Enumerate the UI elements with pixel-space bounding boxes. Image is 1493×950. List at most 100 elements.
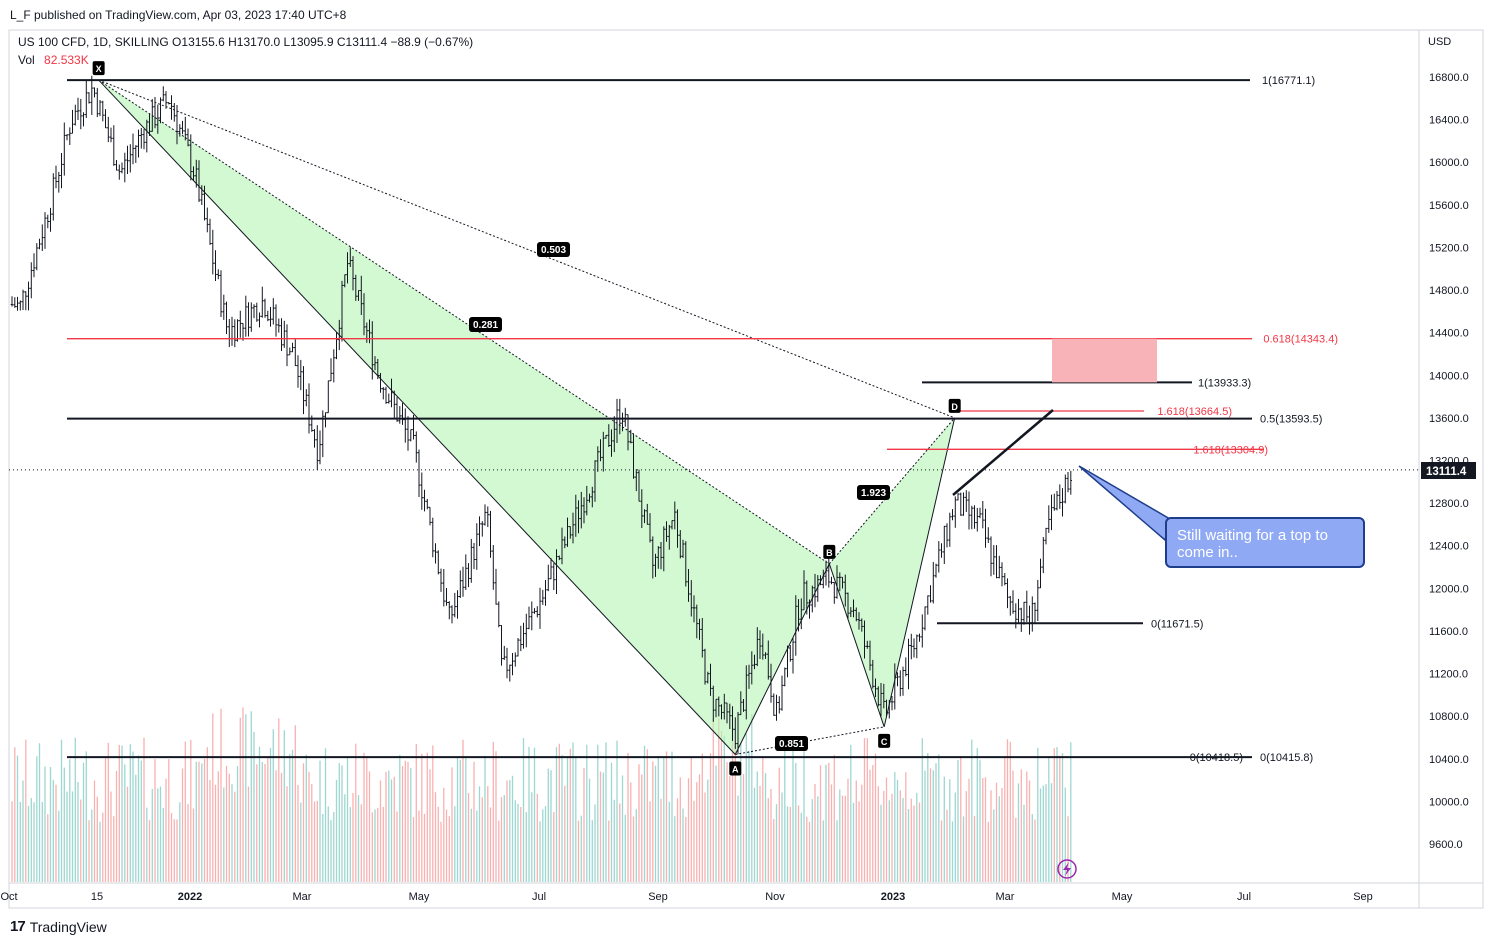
price-bar [830,576,833,585]
price-bar [46,214,49,229]
price-bar [357,290,360,301]
price-bar [483,504,487,526]
price-bar [703,648,707,685]
price-bar [392,390,396,418]
price-bar [365,322,369,343]
ratio-label: 0.503 [537,242,570,257]
time-axis[interactable]: Oct 15 2022 Mar May Jul Sep Nov 2023 Mar May Jul Sep [0,891,1372,903]
price-bar [632,433,635,479]
price-bar [480,521,484,537]
price-tick: 13600.0 [1429,413,1469,425]
price-bar [679,530,682,559]
fib-level-label: 0.618(14343.4) [1263,334,1338,346]
price-bar [643,509,646,524]
callout-note[interactable]: Still waiting for a top to come in.. [1165,517,1365,568]
pattern-point-c[interactable]: C [878,733,891,748]
price-bar [536,606,539,618]
price-bar [1044,527,1048,545]
price-bar [698,618,701,640]
price-bar [128,144,132,173]
price-bar [555,549,558,594]
price-bar [706,671,709,684]
price-bar [651,536,654,579]
price-bar [255,302,259,322]
price-bar [381,387,385,400]
price-bar [676,509,679,548]
price-bar [346,252,349,284]
price-bar [244,295,248,337]
price-bar [293,339,297,367]
price-bar [767,640,770,680]
price-bar [472,543,476,570]
price-bar [932,562,935,604]
price-bar [665,521,668,542]
target-zone[interactable] [1052,338,1157,383]
time-tick: Nov [765,891,785,903]
price-bar [797,599,800,632]
price-bar [183,116,187,141]
trendline[interactable] [952,409,1054,496]
price-bar [973,505,976,529]
price-bar [547,564,550,592]
price-bar [511,653,514,676]
price-bar [335,332,338,360]
price-bar [409,429,413,442]
price-bar [489,510,492,558]
price-bar [1058,484,1061,509]
price-bar [63,122,66,176]
price-bar [225,301,228,334]
price-bar [662,526,665,572]
price-bar [313,429,316,448]
time-tick: May [409,891,430,903]
pattern-point-d[interactable]: D [948,398,961,413]
pattern-point-x[interactable]: X [92,61,105,76]
price-bar [343,274,347,288]
fib-level[interactable]: 1.618(13304.9) [887,444,1268,456]
price-bar [315,425,319,470]
price-bar [230,316,234,346]
price-bar [596,446,599,472]
price-bar [640,489,643,528]
price-bar [786,645,789,678]
price-bar [681,539,685,558]
price-bar [304,389,308,407]
price-bar [580,491,583,529]
price-bar [35,243,38,271]
pattern-point-b[interactable]: B [823,544,836,559]
price-bar [995,545,998,579]
price-bar [60,153,63,189]
fib-level[interactable]: 1(16771.1) [67,75,1315,87]
fib-level[interactable]: 0.5(13593.5) [67,414,1322,426]
price-bar [648,513,652,543]
fib-level[interactable]: 0(10415.8) [67,752,1313,764]
symbol-legend[interactable]: US 100 CFD, 1D, SKILLING O13155.6 H13170… [18,35,474,49]
lightning-icon[interactable] [1057,859,1077,879]
price-bar [469,538,473,583]
price-bar [673,501,676,530]
price-bar [819,575,822,586]
price-bar [10,296,14,307]
price-bar [954,496,957,528]
price-bar [263,298,267,318]
price-bar [1025,590,1028,623]
fib-level[interactable]: 0(11671.5) [937,618,1203,630]
pattern-point-a[interactable]: A [729,761,742,776]
price-bar [852,599,855,618]
price-bar [238,310,242,338]
price-bar [879,683,883,717]
price-bar [838,572,841,592]
price-bar [351,256,355,291]
price-bar [885,699,888,717]
price-bar [577,500,580,534]
price-tick: 12000.0 [1429,583,1469,595]
volume-legend[interactable]: Vol 82.533K [18,53,89,67]
price-bar [258,312,261,328]
price-axis[interactable]: USD 16800.0 16400.0 16000.0 15600.0 15200.0 1… [1428,36,1469,851]
price-bar [882,683,885,709]
price-bar [445,588,448,606]
price-bar [222,294,226,320]
tradingview-brand[interactable]: 17 TradingView [10,918,107,935]
price-tick: 11200.0 [1429,669,1468,681]
fib-level[interactable]: 1.618(13664.5) [950,406,1232,418]
